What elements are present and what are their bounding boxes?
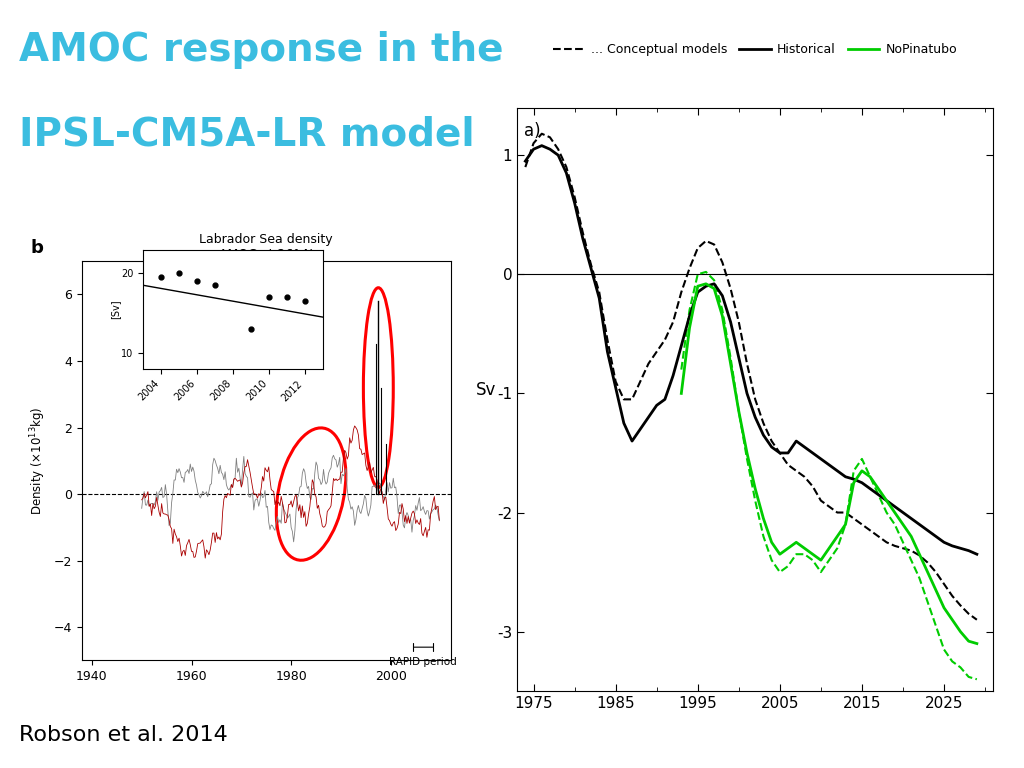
Y-axis label: Density ($\times$10$^{13}$kg): Density ($\times$10$^{13}$kg) xyxy=(29,406,48,515)
Legend: ... Conceptual models, Historical, NoPinatubo: ... Conceptual models, Historical, NoPin… xyxy=(548,38,963,61)
Y-axis label: [Sv]: [Sv] xyxy=(110,300,120,319)
Text: IPSL-CM5A-LR model: IPSL-CM5A-LR model xyxy=(19,115,475,153)
Text: RAPID period: RAPID period xyxy=(389,657,457,667)
Y-axis label: Sv: Sv xyxy=(476,382,496,399)
Text: AMOC response in the: AMOC response in the xyxy=(19,31,504,68)
Text: b: b xyxy=(31,239,43,257)
Text: Robson et al. 2014: Robson et al. 2014 xyxy=(19,725,228,745)
Title: Labrador Sea density
AMOC at 26° N: Labrador Sea density AMOC at 26° N xyxy=(200,233,333,261)
Text: a): a) xyxy=(524,122,541,140)
